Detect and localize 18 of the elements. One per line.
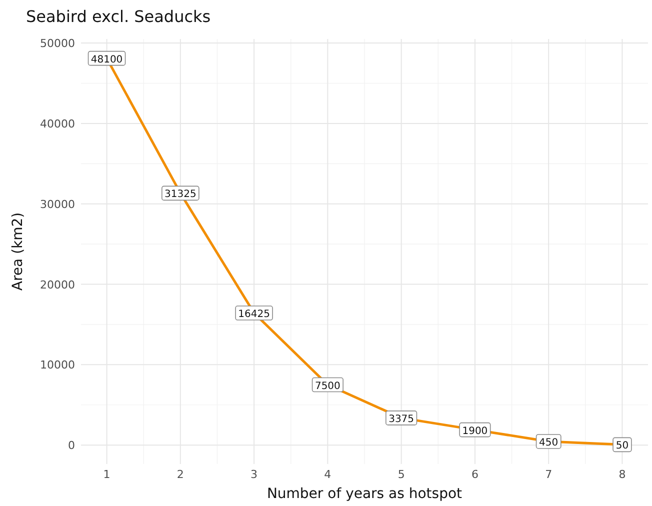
x-tick-label: 1: [103, 468, 110, 481]
y-tick-label: 10000: [40, 358, 75, 372]
y-tick-label: 40000: [40, 117, 75, 130]
x-tick-label: 3: [250, 468, 258, 481]
y-tick-label: 30000: [40, 198, 75, 211]
y-tick-label: 0: [68, 439, 75, 452]
x-tick-label: 7: [545, 468, 552, 481]
chart-title: Seabird excl. Seaducks: [26, 7, 211, 26]
data-label: 50: [616, 440, 629, 452]
y-axis-title: Area (km2): [10, 212, 26, 291]
y-tick-label: 50000: [40, 37, 75, 50]
x-tick-label: 8: [618, 468, 626, 481]
x-tick-label: 2: [176, 468, 184, 481]
x-tick-label: 4: [324, 468, 332, 481]
y-tick-label: 20000: [40, 278, 75, 292]
x-axis-title: Number of years as hotspot: [266, 486, 463, 502]
x-tick-label: 5: [398, 468, 405, 481]
x-tick-label: 6: [471, 468, 478, 481]
